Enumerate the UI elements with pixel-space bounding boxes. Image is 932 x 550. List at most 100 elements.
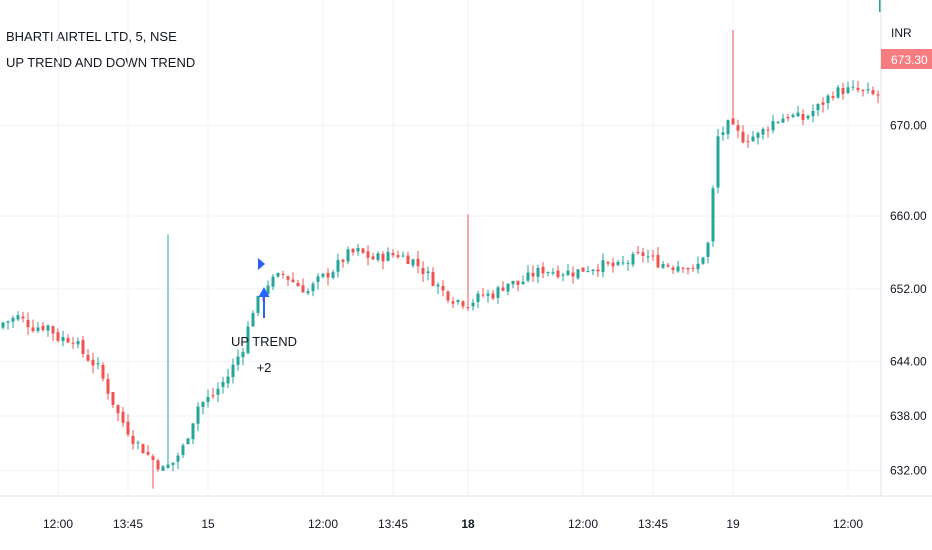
candle-body: [176, 455, 180, 462]
candle-body: [836, 87, 840, 98]
candle-body: [46, 325, 50, 331]
candle-body: [96, 363, 100, 365]
candle-body: [306, 291, 310, 294]
candle-body: [211, 395, 215, 397]
candle-body: [701, 257, 705, 264]
candle-body: [676, 266, 680, 272]
currency-label: INR: [891, 26, 912, 40]
candle-series[interactable]: [1, 0, 881, 489]
candle-body: [706, 242, 710, 257]
candle-body: [506, 283, 510, 292]
candle-body: [386, 251, 390, 261]
candle-body: [531, 272, 535, 277]
candle-body: [366, 251, 370, 258]
candle-body: [691, 267, 695, 269]
candle-body: [841, 88, 845, 94]
candle-body: [131, 435, 135, 444]
candle-body: [501, 287, 505, 291]
candle-body: [571, 272, 575, 277]
candle-body: [236, 356, 240, 365]
candle-body: [376, 253, 380, 260]
candle-body: [286, 276, 290, 280]
candle-body: [136, 442, 140, 444]
candle-body: [426, 271, 430, 274]
time-tick-label: 19: [726, 517, 740, 531]
trend-signal: UP TREND +2: [231, 258, 297, 375]
candle-body: [656, 255, 660, 268]
candle-body: [346, 249, 350, 262]
candle-body: [681, 267, 685, 269]
candle-body: [741, 131, 745, 143]
candle-body: [186, 438, 190, 445]
signal-arrow-head: [258, 287, 270, 297]
candle-body: [36, 327, 40, 331]
candle-body: [476, 293, 480, 303]
price-tick-label: 632.00: [890, 463, 927, 477]
candle-body: [231, 364, 235, 378]
candle-body: [161, 466, 165, 471]
candle-body: [271, 276, 275, 287]
candle-body: [626, 262, 630, 264]
candle-body: [336, 260, 340, 272]
candle-body: [86, 354, 90, 361]
candle-body: [771, 121, 775, 131]
candle-body: [721, 132, 725, 135]
candle-body: [106, 378, 110, 394]
candle-body: [16, 315, 20, 320]
candle-body: [246, 326, 250, 354]
candle-body: [606, 262, 610, 264]
candle-body: [791, 114, 795, 117]
candle-body: [461, 301, 465, 307]
candle-body: [221, 381, 225, 387]
candle-body: [401, 255, 405, 257]
indicator-title: UP TREND AND DOWN TREND: [6, 55, 196, 70]
price-tick-label: 670.00: [890, 118, 927, 132]
candle-body: [756, 132, 760, 138]
candle-body: [76, 341, 80, 345]
candle-body: [441, 285, 445, 291]
candle-body: [816, 103, 820, 111]
time-tick-label: 12:00: [568, 517, 598, 531]
price-axis-ticks: 670.00 660.00 652.00 644.00 638.00 632.00: [890, 118, 927, 477]
symbol-title: BHARTI AIRTEL LTD, 5, NSE: [6, 29, 177, 44]
time-tick-label: 15: [201, 517, 215, 531]
candle-body: [581, 267, 585, 272]
candle-body: [526, 272, 530, 281]
candle-body: [511, 280, 515, 285]
candle-body: [621, 262, 625, 264]
candle-body: [331, 272, 335, 278]
candle-body: [266, 285, 270, 295]
candle-body: [566, 270, 570, 276]
candle-body: [596, 269, 600, 272]
candle-body: [671, 267, 675, 270]
candle-body: [1, 322, 5, 328]
candle-body: [726, 120, 730, 135]
candle-body: [281, 273, 285, 275]
candle-body: [341, 259, 345, 262]
candle-body: [226, 376, 230, 384]
candle-body: [321, 273, 325, 277]
candle-body: [241, 351, 245, 358]
candle-body: [821, 102, 825, 105]
candle-body: [486, 293, 490, 296]
candle-body: [556, 270, 560, 277]
price-axis-panel[interactable]: [881, 0, 932, 496]
price-tick-label: 644.00: [890, 354, 927, 368]
candle-body: [491, 293, 495, 299]
candle-body: [371, 256, 375, 260]
candle-body: [91, 359, 95, 366]
candle-body: [871, 90, 875, 95]
time-axis-panel[interactable]: [0, 496, 932, 550]
candle-body: [191, 423, 195, 440]
candle-body: [546, 272, 550, 274]
time-tick-label: 13:45: [378, 517, 408, 531]
time-tick-label: 12:00: [308, 517, 338, 531]
candle-body: [296, 283, 300, 287]
candle-body: [611, 262, 615, 267]
candle-body: [591, 269, 595, 272]
candle-body: [746, 141, 750, 143]
candle-body: [51, 326, 55, 334]
candle-body: [166, 464, 170, 468]
candle-body: [351, 249, 355, 253]
